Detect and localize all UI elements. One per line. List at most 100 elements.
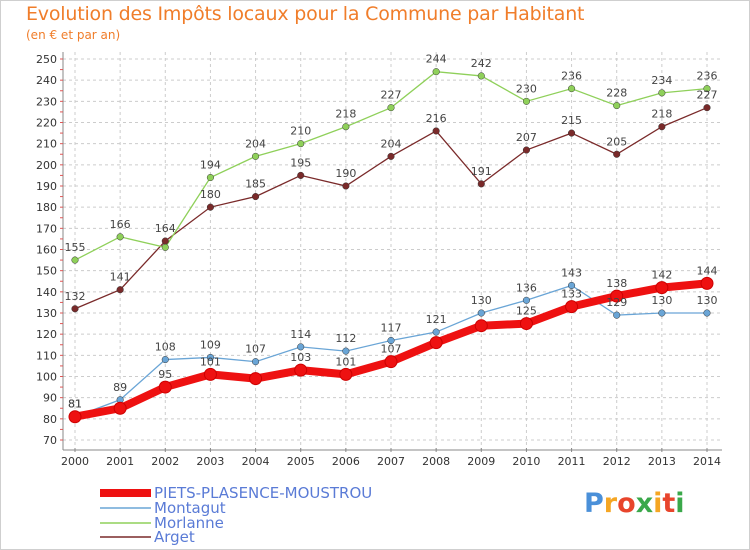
- data-point: [432, 68, 440, 76]
- data-label: 107: [245, 343, 266, 356]
- data-point: [161, 243, 169, 251]
- y-tick-label: 170: [36, 222, 57, 235]
- logo-letter: P: [584, 488, 604, 519]
- data-label: 81: [68, 398, 82, 411]
- data-point: [658, 123, 666, 131]
- data-label: 166: [110, 218, 131, 231]
- logo-letter: i: [675, 488, 685, 519]
- logo-letter: r: [603, 488, 618, 519]
- data-point: [613, 102, 621, 110]
- data-label: 108: [155, 341, 176, 354]
- x-tick-label: 2014: [693, 455, 721, 468]
- data-point: [342, 182, 350, 190]
- y-tick-label: 90: [43, 392, 57, 405]
- data-label: 230: [516, 82, 537, 95]
- logo-letter: o: [617, 488, 636, 519]
- data-point: [658, 89, 666, 97]
- data-point: [206, 203, 214, 211]
- data-label: 143: [561, 266, 582, 279]
- x-tick-label: 2009: [467, 455, 495, 468]
- y-tick-label: 250: [36, 53, 57, 66]
- data-label: 207: [516, 131, 537, 144]
- data-point: [249, 372, 263, 386]
- logo-letter: t: [662, 488, 676, 519]
- y-tick-label: 110: [36, 349, 57, 362]
- y-axis: 70 80 90 100 110 120 130 140 150 160 170 180 190 200 2…: [36, 52, 64, 450]
- data-point: [71, 256, 79, 264]
- y-tick-label: 220: [36, 117, 57, 130]
- data-label: 218: [651, 108, 672, 121]
- data-label: 194: [200, 159, 221, 172]
- chart-subtitle: (en € et par an): [26, 28, 121, 42]
- data-label: 130: [471, 294, 492, 307]
- data-label: 195: [290, 156, 311, 169]
- chart-title: Evolution des Impôts locaux pour la Comm…: [26, 3, 585, 25]
- data-point: [522, 146, 530, 154]
- data-label: 103: [290, 351, 311, 364]
- legend-label: Arget: [154, 528, 195, 546]
- data-point: [252, 193, 260, 201]
- x-tick-label: 2005: [287, 455, 315, 468]
- data-label: 244: [426, 53, 447, 66]
- data-label: 142: [651, 269, 672, 282]
- data-label: 242: [471, 57, 492, 70]
- data-label: 236: [561, 70, 582, 83]
- y-tick-label: 150: [36, 265, 57, 278]
- data-label: 101: [200, 355, 221, 368]
- data-label: 204: [245, 137, 266, 150]
- data-point: [252, 152, 260, 160]
- data-label: 185: [245, 178, 266, 191]
- data-label: 228: [606, 87, 627, 100]
- data-point: [384, 355, 398, 369]
- proxiti-logo: Proxiti: [584, 488, 685, 519]
- grid: [63, 52, 722, 450]
- x-tick-label: 2008: [422, 455, 450, 468]
- data-point: [613, 311, 621, 319]
- y-tick-label: 210: [36, 138, 57, 151]
- data-point: [432, 328, 440, 336]
- data-point: [203, 367, 217, 381]
- data-point: [387, 336, 395, 345]
- x-tick-label: 2013: [648, 455, 676, 468]
- y-tick-label: 200: [36, 159, 57, 172]
- data-point: [161, 237, 169, 245]
- series-points: [68, 68, 714, 424]
- data-label: 130: [651, 294, 672, 307]
- data-labels: 132 141 164 180 185 195 190 204 216 191 207 215 205 2…: [65, 53, 718, 411]
- y-tick-label: 70: [43, 434, 57, 447]
- x-tick-label: 2002: [151, 455, 179, 468]
- x-tick-label: 2011: [558, 455, 586, 468]
- data-point: [477, 309, 485, 317]
- data-label: 190: [335, 167, 356, 180]
- data-point: [474, 319, 488, 333]
- y-tick-label: 140: [36, 286, 57, 299]
- data-point: [703, 104, 711, 112]
- data-label: 227: [697, 89, 718, 102]
- x-tick-label: 2003: [196, 455, 224, 468]
- data-label: 129: [606, 296, 627, 309]
- data-point: [565, 300, 579, 314]
- data-label: 215: [561, 114, 582, 127]
- data-label: 112: [335, 332, 356, 345]
- data-label: 236: [697, 70, 718, 83]
- data-label: 138: [606, 277, 627, 290]
- x-tick-label: 2004: [242, 455, 270, 468]
- data-point: [71, 305, 79, 313]
- y-tick-label: 80: [43, 413, 57, 426]
- data-point: [568, 281, 576, 290]
- data-label: 109: [200, 338, 221, 351]
- y-tick-label: 230: [36, 95, 57, 108]
- data-point: [387, 152, 395, 160]
- legend-label: PIETS-PLASENCE-MOUSTROU: [154, 484, 372, 502]
- data-point: [297, 171, 305, 179]
- logo-letter: x: [635, 488, 654, 519]
- data-label: 204: [381, 137, 402, 150]
- data-point: [613, 150, 621, 158]
- x-tick-label: 2000: [61, 455, 89, 468]
- data-label: 210: [290, 125, 311, 138]
- data-point: [161, 356, 169, 364]
- legend: PIETS-PLASENCE-MOUSTROUMontagutMorlanneA…: [100, 484, 372, 546]
- data-point: [703, 85, 711, 93]
